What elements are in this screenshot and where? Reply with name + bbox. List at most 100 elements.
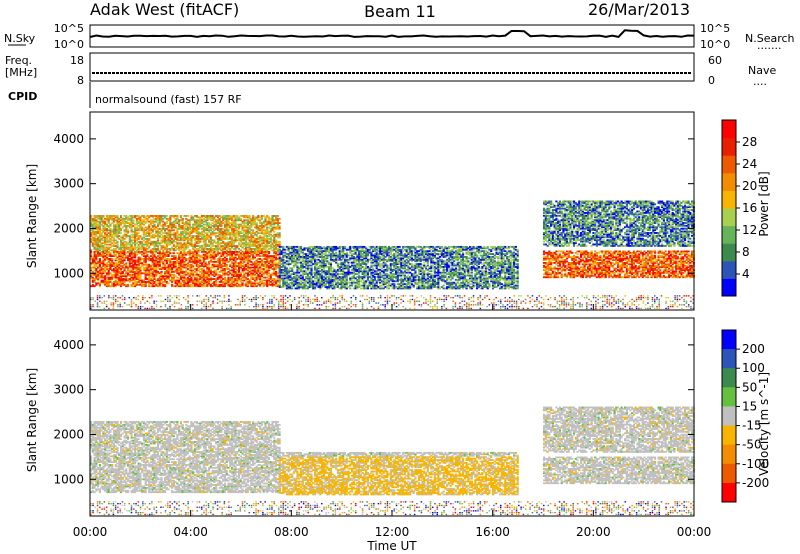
power-echo-cell (91, 230, 94, 233)
power-echo-cell (186, 279, 190, 282)
power-echo-cell (116, 252, 119, 255)
power-echo-cell (169, 225, 172, 227)
power-echo-cell (186, 229, 190, 232)
power-echo-cell (109, 243, 112, 246)
power-echo-cell (91, 279, 94, 282)
power-echo-cell (225, 280, 228, 283)
power-echo-cell (153, 225, 156, 227)
power-echo-cell (245, 256, 248, 259)
power-echo-cell (98, 248, 101, 250)
power-echo-cell (185, 227, 188, 230)
power-echo-cell (151, 249, 154, 252)
power-echo-cell (274, 268, 278, 270)
power-echo-cell (158, 282, 161, 285)
power-echo-cell (125, 262, 128, 265)
power-echo-cell (163, 273, 167, 276)
power-echo-cell (163, 275, 167, 278)
power-echo-cell (135, 275, 138, 278)
power-echo-cell (98, 252, 101, 255)
power-echo-cell (186, 282, 190, 285)
power-echo-cell (158, 285, 161, 288)
power-echo-cell (102, 269, 105, 272)
power-echo-cell (139, 226, 142, 229)
power-echo-cell (107, 216, 110, 219)
power-echo-cell (190, 235, 193, 237)
power-echo-cell (114, 285, 117, 288)
power-echo-cell (104, 265, 107, 268)
power-echo-cell (93, 273, 96, 276)
power-echo-cell (93, 255, 96, 258)
power-echo-cell (125, 275, 128, 278)
power-echo-cell (169, 226, 172, 229)
power-echo-cell (135, 227, 138, 230)
power-echo-cell (169, 248, 172, 250)
power-echo-cell (118, 270, 121, 273)
power-echo-cell (264, 283, 267, 286)
power-echo-cell (185, 283, 188, 286)
power-echo-cell (195, 258, 198, 260)
power-echo-cell (181, 236, 184, 239)
power-echo-cell (266, 282, 269, 285)
power-echo-cell (148, 273, 151, 276)
power-echo-cell (130, 260, 133, 263)
power-echo-cell (128, 266, 131, 269)
power-echo-cell (98, 236, 101, 239)
power-echo-cell (215, 249, 218, 252)
power-echo-cell (178, 220, 181, 223)
power-echo-cell (158, 268, 161, 270)
power-echo-cell (273, 269, 276, 272)
power-echo-cell (183, 242, 186, 245)
power-echo-cell (202, 230, 205, 233)
power-echo-cell (112, 250, 116, 253)
power-echo-cell (211, 215, 214, 217)
power-echo-cell (156, 225, 160, 227)
power-echo-cell (135, 269, 138, 272)
power-echo-cell (188, 237, 191, 240)
power-echo-cell (176, 235, 179, 237)
power-echo-cell (274, 272, 278, 275)
power-echo-cell (107, 279, 110, 282)
power-echo-cell (153, 266, 156, 269)
power-echo-cell (97, 252, 100, 255)
power-echo-cell (222, 283, 225, 286)
power-echo-cell (102, 260, 105, 263)
power-echo-cell (148, 230, 151, 233)
power-echo-cell (107, 250, 110, 253)
power-echo-cell (257, 260, 260, 263)
power-echo-cell (100, 276, 103, 279)
power-echo-cell (193, 253, 197, 256)
power-echo-cell (183, 276, 186, 279)
power-echo-cell (172, 276, 175, 279)
power-echo-cell (90, 273, 93, 276)
power-echo-cell (211, 243, 214, 246)
power-echo-cell (146, 242, 149, 245)
power-echo-cell (149, 265, 153, 268)
power-echo-cell (216, 252, 220, 255)
power-echo-cell (142, 216, 146, 219)
power-echo-cell (181, 256, 184, 259)
power-echo-cell (151, 236, 154, 239)
power-echo-cell (218, 258, 221, 260)
power-echo-cell (126, 216, 130, 219)
power-echo-cell (243, 263, 246, 266)
power-echo-cell (259, 269, 262, 272)
power-echo-cell (144, 250, 147, 253)
power-echo-cell (227, 229, 230, 232)
power-echo-cell (116, 246, 119, 249)
power-echo-cell (179, 236, 183, 239)
power-echo-cell (241, 250, 244, 253)
power-echo-cell (163, 242, 167, 245)
power-echo-cell (193, 283, 197, 286)
power-echo-cell (155, 263, 158, 266)
power-echo-cell (183, 282, 186, 285)
power-echo-cell (171, 273, 174, 276)
power-echo-cell (155, 248, 158, 250)
power-echo-cell (112, 220, 116, 223)
power-echo-cell (123, 273, 126, 276)
power-echo-cell (185, 245, 188, 247)
power-echo-cell (206, 273, 209, 276)
power-echo-cell (264, 269, 267, 272)
power-echo-cell (186, 268, 190, 270)
power-echo-cell (98, 263, 101, 266)
power-echo-cell (176, 276, 179, 279)
